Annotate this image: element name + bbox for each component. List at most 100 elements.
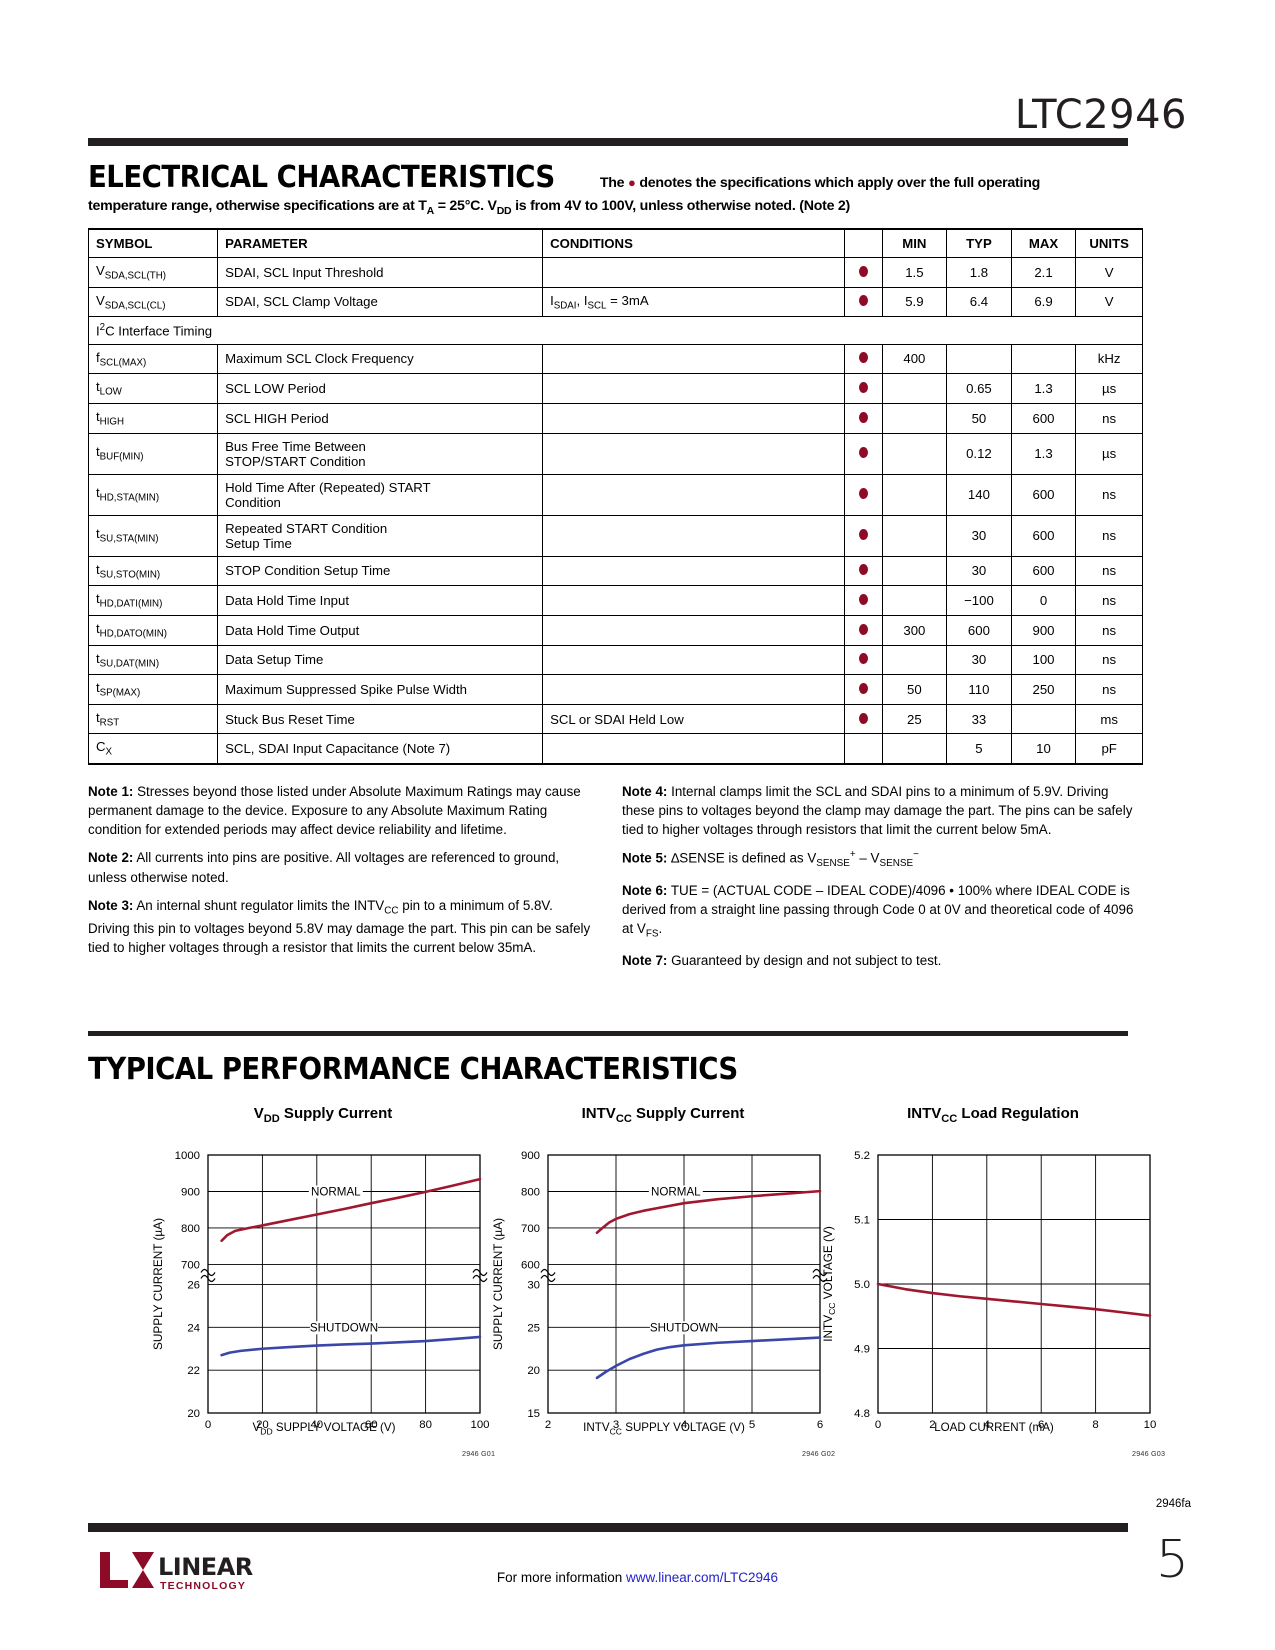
footer-info-text: For more information: [496, 1570, 623, 1585]
col-typ: TYP: [946, 228, 1012, 258]
svg-text:25: 25: [527, 1322, 540, 1334]
table-row: tLOW SCL LOW Period 0.65 1.3 µs: [87, 373, 1143, 404]
svg-text:0: 0: [205, 1419, 211, 1431]
cell-typ: 110: [946, 674, 1012, 705]
cell-conditions: [542, 257, 846, 288]
cell-min: [881, 432, 948, 475]
svg-text:2: 2: [929, 1419, 935, 1431]
cell-min: [881, 402, 948, 434]
typical-performance-title: TYPICAL PERFORMANCE CHARACTERISTICS: [88, 1052, 738, 1087]
typical-performance-charts: VDD Supply Current 0 20 40 60 80 100 700 800 900 1…: [88, 1105, 1165, 1470]
full-range-dot-icon: [858, 352, 868, 364]
cell-min: [881, 514, 948, 557]
full-range-dot-icon: [858, 488, 868, 500]
full-range-dot-icon: [858, 447, 868, 459]
cell-conditions: [542, 402, 846, 434]
cell-typ: 30: [946, 514, 1012, 557]
cell-parameter: SDAI, SCL Clamp Voltage: [217, 286, 544, 318]
full-range-dot-icon: [858, 712, 868, 724]
cell-symbol: tRST: [87, 703, 219, 735]
chart-graph-id: 2946 G01: [462, 1449, 496, 1458]
series-label: NORMAL: [311, 1185, 361, 1198]
col-units: UNITS: [1075, 228, 1143, 258]
cell-symbol: tLOW: [87, 373, 219, 404]
cell-typ: −100: [946, 585, 1012, 616]
cell-max: [1010, 703, 1077, 735]
svg-text:LINEAR: LINEAR: [158, 1553, 253, 1581]
table-group-label: I2C Interface Timing: [88, 316, 1143, 345]
section-subtitle-line2: temperature range, otherwise specificati…: [88, 198, 851, 217]
y-axis-label: SUPPLY CURRENT (µA): [151, 1218, 165, 1350]
svg-text:40: 40: [310, 1419, 323, 1431]
cell-typ: 30: [946, 555, 1012, 587]
cell-max: 6.9: [1010, 286, 1077, 318]
cell-full-range-dot: [844, 733, 883, 766]
full-range-dot-icon: [858, 382, 868, 394]
cell-symbol: tHD,DATO(MIN): [87, 614, 219, 646]
section-title: ELECTRICAL CHARACTERISTICS: [88, 160, 555, 195]
subtitle-prefix: The: [599, 175, 625, 191]
cell-max: 600: [1010, 473, 1077, 516]
cell-typ: 5: [946, 733, 1012, 766]
cell-units: ns: [1075, 555, 1143, 587]
table-row: tHD,DATI(MIN) Data Hold Time Input −100 0 ns: [87, 585, 1143, 616]
svg-text:20: 20: [187, 1408, 200, 1420]
cell-typ: 600: [946, 614, 1012, 646]
svg-text:100: 100: [470, 1419, 489, 1431]
cell-conditions: [542, 733, 846, 766]
table-row: tRST Stuck Bus Reset Time SCL or SDAI Held…: [87, 703, 1143, 735]
svg-text:4.9: 4.9: [854, 1344, 870, 1356]
footer-info-link[interactable]: www.linear.com/LTC2946: [625, 1570, 779, 1585]
cell-parameter: SCL, SDAI Input Capacitance (Note 7): [217, 733, 544, 766]
cell-parameter: Data Setup Time: [217, 644, 544, 676]
cell-full-range-dot: [844, 402, 883, 434]
cell-typ: 6.4: [946, 286, 1012, 318]
cell-min: [881, 555, 948, 587]
cell-max: 0: [1010, 585, 1077, 616]
svg-text:700: 700: [181, 1259, 200, 1271]
cell-max: 2.1: [1010, 257, 1077, 288]
cell-full-range-dot: [844, 473, 883, 516]
table-row: VSDA,SCL(TH) SDAI, SCL Input Threshold 1.5…: [87, 257, 1143, 288]
cell-typ: 140: [946, 473, 1012, 516]
svg-text:900: 900: [181, 1186, 200, 1198]
chart-plot: 2 3 4 5 6 600 700 800 900 15 20 25 30 NORMAL SHUTDOWN S…: [491, 1150, 829, 1431]
chart-3: INTVCC Load Regulation 0 2 4 6 8 10 4.8 4.9 5.0 5.…: [818, 1105, 1168, 1458]
subtitle-after-dot: denotes the specifications which apply o…: [639, 175, 1041, 191]
svg-text:6: 6: [1038, 1419, 1044, 1431]
table-header-row: SYMBOL PARAMETER CONDITIONS MIN TYP MAX …: [87, 228, 1143, 258]
svg-text:30: 30: [527, 1279, 540, 1291]
svg-text:0: 0: [875, 1419, 881, 1431]
cell-symbol: tHD,DATI(MIN): [87, 585, 219, 616]
notes-right-item: Note 7: Guaranteed by design and not sub…: [622, 952, 942, 968]
cell-parameter: SCL LOW Period: [217, 373, 544, 404]
cell-symbol: VSDA,SCL(TH): [87, 257, 219, 288]
cell-max: 600: [1010, 514, 1077, 557]
y-axis-label: INTVCC VOLTAGE (V): [821, 1226, 837, 1342]
notes-right-item: Note 4: Internal clamps limit the SCL an…: [622, 784, 1133, 838]
notes-left-item: Note 2: All currents into pins are posit…: [88, 850, 560, 885]
table-row: tBUF(MIN) Bus Free Time Between STOP/START…: [87, 432, 1143, 475]
series-label: SHUTDOWN: [650, 1321, 718, 1334]
cell-conditions: [542, 585, 846, 616]
cell-symbol: tHD,STA(MIN): [87, 473, 219, 516]
x-axis-label: INTVCC SUPPLY VOLTAGE (V): [583, 1421, 745, 1437]
footer-info: For more information www.linear.com/LTC2…: [0, 1570, 1275, 1585]
section-divider-rule: [88, 1031, 1128, 1036]
cell-units: ns: [1075, 614, 1143, 646]
cell-max: 100: [1010, 644, 1077, 676]
cell-units: ns: [1075, 402, 1143, 434]
electrical-characteristics-heading: ELECTRICAL CHARACTERISTICS The ● denotes…: [88, 160, 1133, 218]
cell-parameter: Maximum Suppressed Spike Pulse Width: [217, 674, 544, 705]
cell-parameter: Hold Time After (Repeated) START Conditio…: [217, 473, 544, 516]
cell-units: kHz: [1075, 343, 1143, 375]
cell-symbol: VSDA,SCL(CL): [87, 286, 219, 318]
cell-max: 1.3: [1010, 373, 1077, 404]
cell-conditions: [542, 514, 846, 557]
cell-parameter: STOP Condition Setup Time: [217, 555, 544, 587]
cell-max: [1010, 343, 1077, 375]
cell-typ: 33: [946, 703, 1012, 735]
cell-units: ns: [1075, 473, 1143, 516]
cell-parameter: Maximum SCL Clock Frequency: [217, 343, 544, 375]
